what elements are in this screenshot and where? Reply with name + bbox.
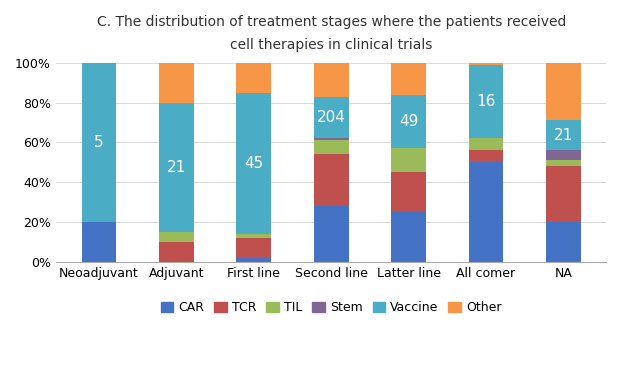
Bar xyxy=(314,140,348,154)
Bar xyxy=(546,166,581,222)
Bar xyxy=(546,160,581,166)
Text: 21: 21 xyxy=(167,160,186,175)
Bar xyxy=(546,150,581,160)
Bar xyxy=(159,63,194,103)
Text: 16: 16 xyxy=(476,94,496,109)
Legend: CAR, TCR, TIL, Stem, Vaccine, Other: CAR, TCR, TIL, Stem, Vaccine, Other xyxy=(156,296,507,319)
Bar xyxy=(469,150,504,162)
Bar xyxy=(469,65,504,138)
Bar xyxy=(469,63,504,65)
Text: 49: 49 xyxy=(399,114,419,129)
Bar xyxy=(546,222,581,262)
Bar xyxy=(237,63,271,92)
Bar xyxy=(469,162,504,262)
Bar xyxy=(314,97,348,138)
Bar xyxy=(314,206,348,262)
Bar xyxy=(314,154,348,206)
Bar xyxy=(391,63,426,94)
Bar xyxy=(391,94,426,148)
Bar xyxy=(159,103,194,232)
Bar xyxy=(159,242,194,262)
Bar xyxy=(546,121,581,150)
Bar xyxy=(391,212,426,262)
Bar xyxy=(81,63,116,222)
Bar xyxy=(469,138,504,150)
Text: 5: 5 xyxy=(94,135,104,150)
Text: 45: 45 xyxy=(244,156,263,171)
Bar xyxy=(391,172,426,212)
Bar xyxy=(237,238,271,258)
Bar xyxy=(237,234,271,238)
Bar xyxy=(314,138,348,140)
Bar xyxy=(237,92,271,234)
Bar xyxy=(159,232,194,242)
Bar xyxy=(237,258,271,262)
Bar xyxy=(81,222,116,262)
Bar xyxy=(314,63,348,97)
Title: C. The distribution of treatment stages where the patients received
cell therapi: C. The distribution of treatment stages … xyxy=(96,15,566,52)
Text: 21: 21 xyxy=(554,128,573,143)
Bar xyxy=(546,63,581,121)
Bar xyxy=(391,148,426,172)
Text: 204: 204 xyxy=(317,110,346,125)
